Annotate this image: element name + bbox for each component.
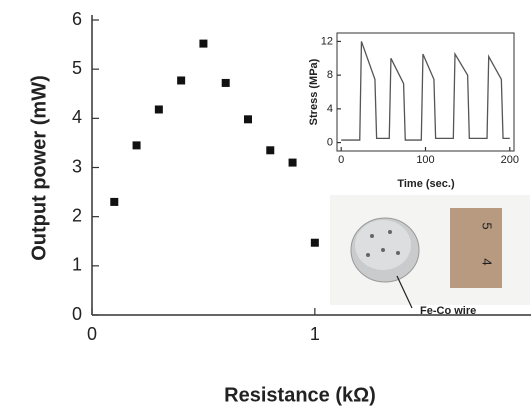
line bbox=[341, 41, 510, 141]
x-axis-label: Resistance (kΩ) bbox=[224, 384, 376, 406]
x-tick-label: 0 bbox=[338, 154, 344, 166]
photo bbox=[330, 195, 530, 309]
wire-dot bbox=[396, 251, 400, 255]
wire-dot bbox=[388, 230, 392, 234]
annotation: Fe-Co wire bbox=[420, 305, 476, 317]
ruler bbox=[450, 208, 502, 288]
inset-frame bbox=[336, 32, 515, 152]
inset-y-axis-label: Stress (MPa) bbox=[308, 58, 320, 125]
point bbox=[266, 146, 275, 155]
point bbox=[288, 158, 297, 167]
point bbox=[132, 141, 141, 150]
y-tick-label: 6 bbox=[72, 9, 82, 29]
y-tick-label: 0 bbox=[327, 136, 333, 148]
inset-x-axis-label: Time (sec.) bbox=[397, 178, 455, 190]
y-tick-label: 5 bbox=[72, 58, 82, 78]
point bbox=[221, 78, 230, 87]
ruler-label: 5 bbox=[480, 222, 495, 229]
y-tick-label: 4 bbox=[327, 103, 333, 115]
sample-face bbox=[355, 220, 411, 270]
point bbox=[177, 76, 186, 85]
y-axis-label: Output power (mW) bbox=[28, 75, 50, 261]
y-tick-label: 8 bbox=[327, 69, 333, 81]
x-tick-label: 1 bbox=[310, 324, 320, 344]
point bbox=[243, 115, 252, 124]
point bbox=[154, 105, 163, 114]
y-tick-label: 12 bbox=[321, 35, 333, 47]
point bbox=[310, 238, 319, 247]
point bbox=[110, 197, 119, 206]
x-tick-label: 0 bbox=[87, 324, 97, 344]
wire-dot bbox=[381, 248, 385, 252]
y-tick-label: 2 bbox=[72, 205, 82, 225]
wire-dot bbox=[366, 253, 370, 257]
wire-dot bbox=[370, 234, 374, 238]
y-tick-label: 4 bbox=[72, 107, 82, 127]
ruler-label: 4 bbox=[480, 258, 495, 265]
x-tick-label: 200 bbox=[501, 154, 519, 166]
pointer-line bbox=[396, 275, 413, 309]
y-tick-label: 3 bbox=[72, 156, 82, 176]
point bbox=[199, 39, 208, 48]
y-tick-label: 0 bbox=[72, 304, 82, 324]
y-tick-label: 1 bbox=[72, 255, 82, 275]
x-tick-label: 100 bbox=[416, 154, 434, 166]
